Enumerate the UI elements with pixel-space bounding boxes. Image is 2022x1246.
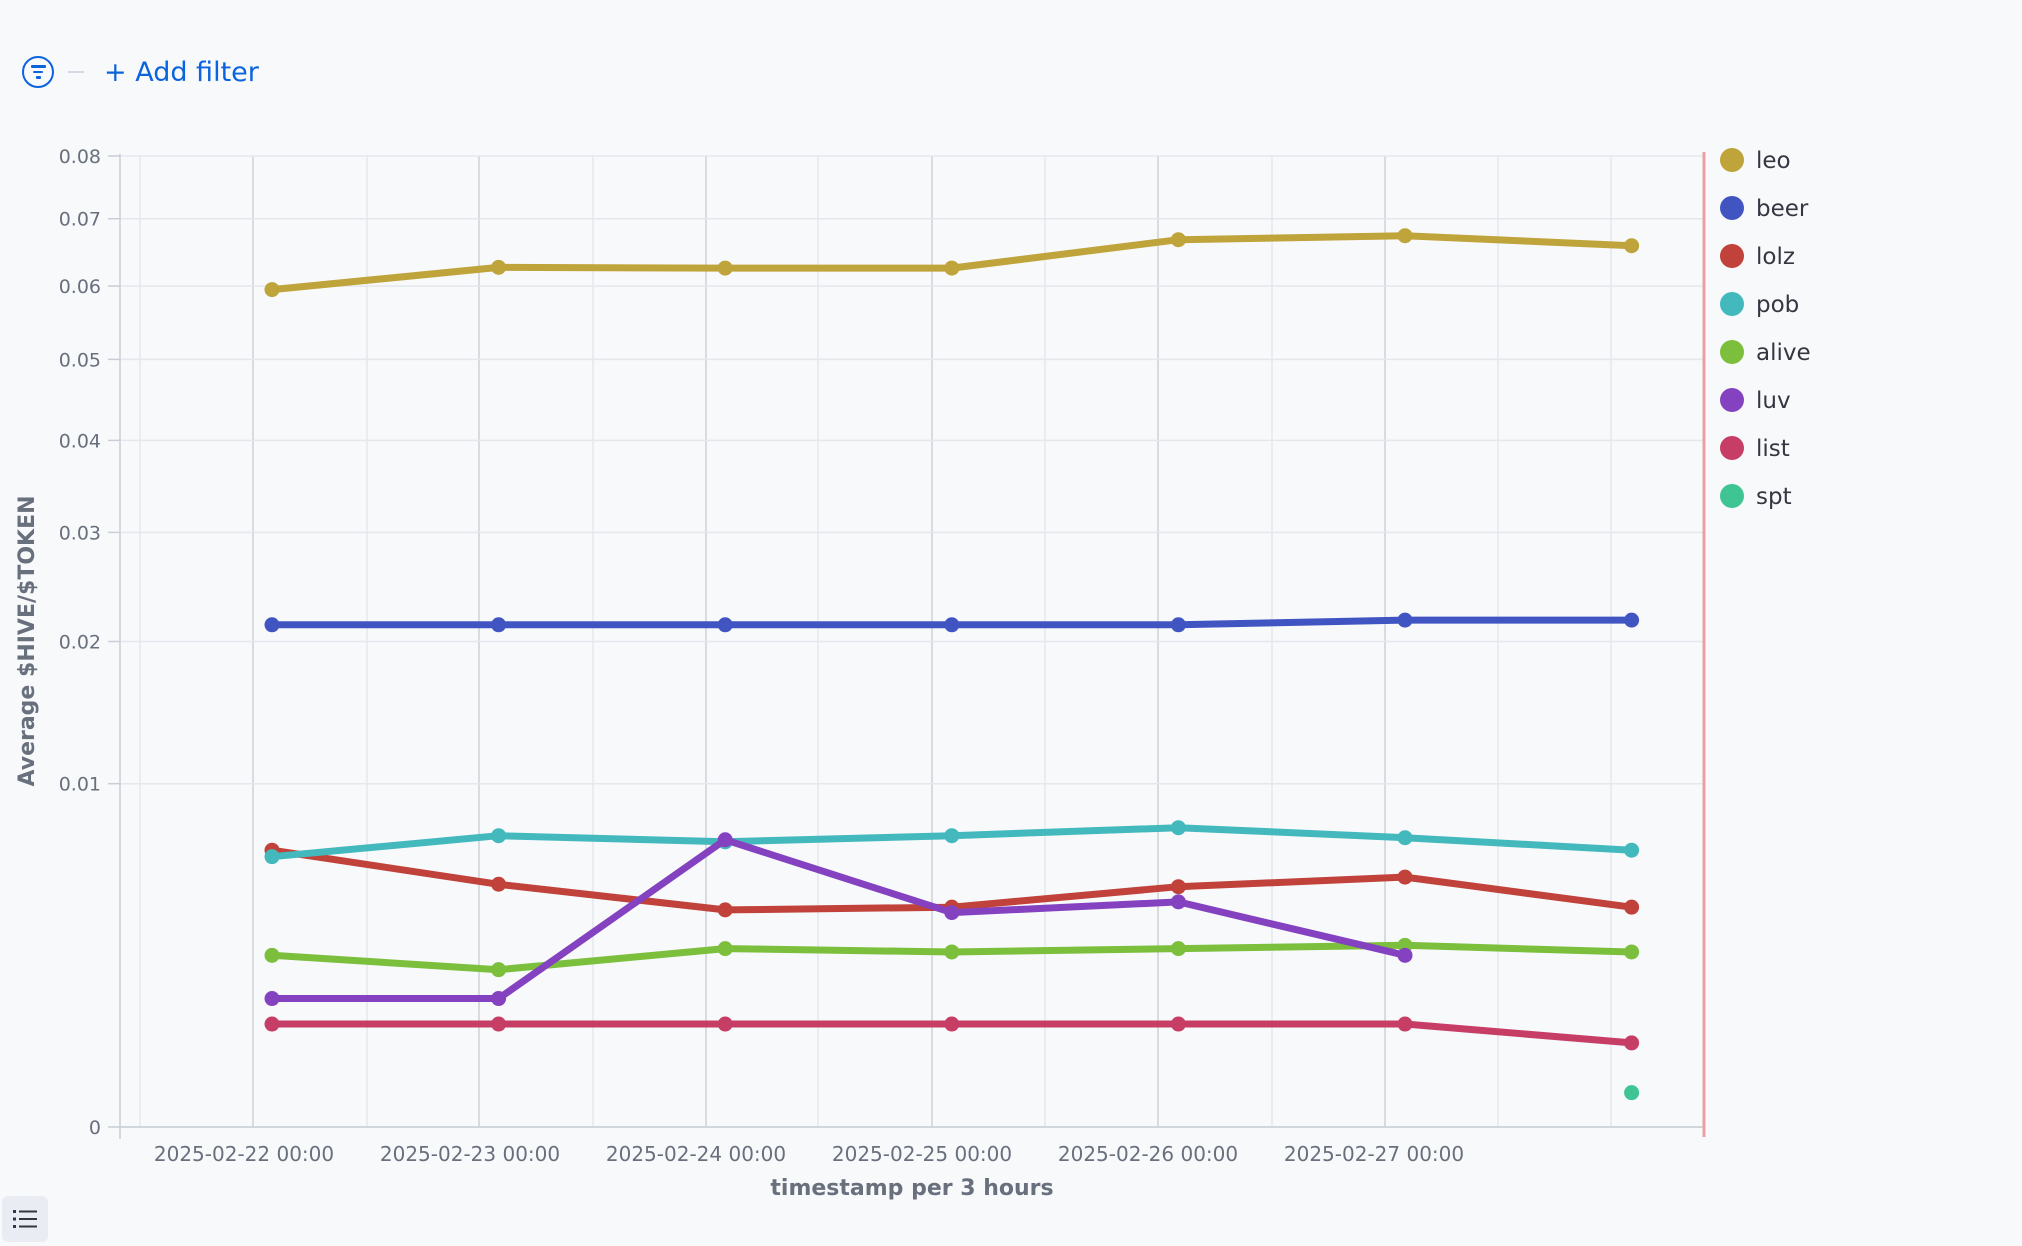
- y-tick-label: 0: [89, 1117, 101, 1139]
- data-point-list: [1170, 1016, 1186, 1032]
- x-tick-label: 2025-02-22 00:00: [154, 1142, 334, 1166]
- legend-swatch-lolz: [1720, 244, 1744, 268]
- series-line-luv: [268, 836, 1409, 1002]
- data-point-luv: [1397, 947, 1413, 963]
- data-point-list: [717, 1016, 733, 1032]
- y-tick-label: 0.05: [59, 349, 101, 371]
- data-point-lolz: [491, 876, 507, 892]
- legend-swatch-pob: [1720, 292, 1744, 316]
- data-point-list: [1397, 1016, 1413, 1032]
- legend-label-spt[interactable]: spt: [1756, 484, 1792, 510]
- legend-swatch-list: [1720, 436, 1744, 460]
- data-point-beer: [1397, 612, 1413, 628]
- y-tick-label: 0.06: [59, 276, 101, 298]
- data-point-leo: [1170, 232, 1186, 248]
- data-point-pob: [491, 828, 507, 844]
- data-point-luv: [1170, 894, 1186, 910]
- data-point-list: [491, 1016, 507, 1032]
- y-tick-label: 0.03: [59, 522, 101, 544]
- legend-label-list[interactable]: list: [1756, 436, 1790, 462]
- data-point-list: [944, 1016, 960, 1032]
- legend-label-leo[interactable]: leo: [1756, 148, 1791, 174]
- y-tick-label: 0.01: [59, 774, 101, 796]
- y-tick-label: 0.04: [59, 430, 101, 452]
- legend-swatch-leo: [1720, 148, 1744, 172]
- data-point-alive: [944, 944, 960, 960]
- data-point-beer: [717, 617, 733, 633]
- legend-label-beer[interactable]: beer: [1756, 196, 1809, 222]
- add-filter-button[interactable]: + Add filter: [104, 56, 259, 88]
- filter-bar: + Add filter: [22, 52, 259, 92]
- x-tick-label: 2025-02-24 00:00: [606, 1142, 786, 1166]
- data-point-leo: [1397, 228, 1413, 244]
- data-point-beer: [1624, 612, 1640, 628]
- data-point-alive: [491, 962, 507, 978]
- data-point-leo: [1624, 238, 1640, 254]
- data-point-lolz: [1397, 869, 1413, 885]
- data-point-beer: [944, 617, 960, 633]
- legend-label-pob[interactable]: pob: [1756, 292, 1799, 318]
- x-tick-label: 2025-02-25 00:00: [832, 1142, 1012, 1166]
- data-point-spt: [1624, 1085, 1640, 1101]
- data-point-lolz: [1624, 899, 1640, 915]
- data-point-lolz: [717, 902, 733, 918]
- y-tick-label: 0.02: [59, 632, 101, 654]
- legend-swatch-spt: [1720, 484, 1744, 508]
- y-tick-label: 0.08: [59, 146, 101, 168]
- data-point-pob: [264, 849, 280, 865]
- data-point-leo: [717, 260, 733, 276]
- x-tick-label: 2025-02-26 00:00: [1058, 1142, 1238, 1166]
- legend-swatch-alive: [1720, 340, 1744, 364]
- x-tick-label: 2025-02-23 00:00: [380, 1142, 560, 1166]
- list-icon: [13, 1210, 37, 1228]
- data-point-luv: [717, 832, 733, 848]
- data-point-leo: [491, 259, 507, 275]
- legend-toggle-button[interactable]: [2, 1196, 48, 1242]
- data-point-leo: [944, 260, 960, 276]
- data-point-pob: [1397, 830, 1413, 846]
- data-point-list: [264, 1016, 280, 1032]
- data-point-alive: [264, 947, 280, 963]
- data-point-beer: [264, 617, 280, 633]
- data-point-leo: [264, 282, 280, 298]
- data-point-alive: [717, 941, 733, 957]
- filter-icon[interactable]: [22, 56, 54, 88]
- data-point-pob: [1624, 842, 1640, 858]
- x-axis-title: timestamp per 3 hours: [770, 1176, 1053, 1201]
- legend-label-luv[interactable]: luv: [1756, 388, 1791, 414]
- filter-separator: [68, 71, 84, 73]
- legend-swatch-luv: [1720, 388, 1744, 412]
- data-point-lolz: [1170, 879, 1186, 895]
- data-point-luv: [264, 991, 280, 1007]
- data-point-pob: [944, 828, 960, 844]
- data-point-luv: [944, 905, 960, 921]
- data-point-alive: [1170, 941, 1186, 957]
- data-point-beer: [491, 617, 507, 633]
- data-point-luv: [491, 991, 507, 1007]
- y-axis-title: Average $HIVE/$TOKEN: [15, 495, 40, 786]
- data-point-pob: [1170, 820, 1186, 836]
- data-point-beer: [1170, 617, 1186, 633]
- data-point-list: [1624, 1035, 1640, 1051]
- data-point-alive: [1624, 944, 1640, 960]
- legend-label-lolz[interactable]: lolz: [1756, 244, 1795, 270]
- x-tick-label: 2025-02-27 00:00: [1284, 1142, 1464, 1166]
- legend-label-alive[interactable]: alive: [1756, 340, 1811, 366]
- y-tick-label: 0.07: [59, 209, 101, 231]
- legend-swatch-beer: [1720, 196, 1744, 220]
